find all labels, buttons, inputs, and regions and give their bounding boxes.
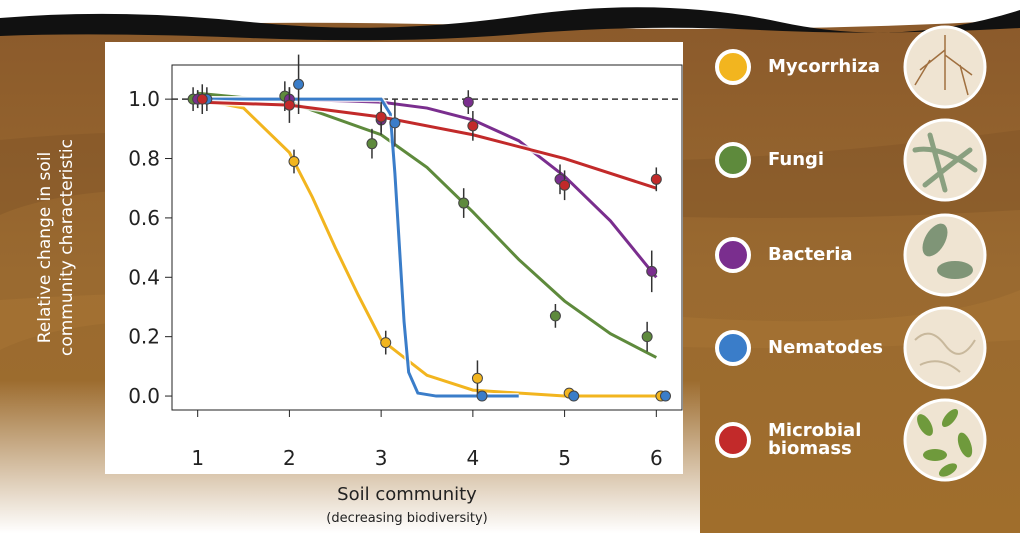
data-point xyxy=(288,155,300,167)
x-axis-sublabel: (decreasing biodiversity) xyxy=(326,511,487,526)
y-tick-label: 0.6 xyxy=(128,206,160,230)
y-tick-label: 0.4 xyxy=(128,265,160,289)
legend-marker xyxy=(715,142,751,178)
data-point xyxy=(389,117,401,129)
y-axis-label: Relative change in soil xyxy=(35,152,55,344)
icon-roots xyxy=(914,35,973,96)
y-tick-label: 0.8 xyxy=(128,147,160,171)
data-point xyxy=(380,337,392,349)
legend-label: Fungi xyxy=(768,149,825,170)
icon-nematodes xyxy=(903,306,987,390)
legend-label: Bacteria xyxy=(768,244,853,265)
data-point xyxy=(467,120,479,132)
data-point xyxy=(293,78,305,90)
x-tick-label: 6 xyxy=(650,446,663,470)
data-point xyxy=(458,197,470,209)
data-point xyxy=(366,138,378,150)
data-point xyxy=(375,111,387,123)
data-point xyxy=(641,331,653,343)
y-tick-label: 1.0 xyxy=(128,87,160,111)
icon-hyphae xyxy=(912,132,978,193)
x-tick-label: 5 xyxy=(558,446,571,470)
data-point xyxy=(650,173,662,185)
data-point xyxy=(471,372,483,384)
topsoil-band xyxy=(0,7,1020,41)
legend-label: Microbial biomass xyxy=(768,420,862,459)
fit-curve xyxy=(197,97,519,398)
legend-marker xyxy=(715,422,751,458)
legend-label: Mycorrhiza xyxy=(768,56,881,77)
icon-fungi xyxy=(903,118,987,202)
data-point xyxy=(659,390,671,402)
data-point xyxy=(283,99,295,111)
data-point xyxy=(476,390,488,402)
fit-curve xyxy=(197,100,657,190)
legend-marker xyxy=(715,330,751,366)
data-point xyxy=(462,96,474,108)
data-point xyxy=(568,390,580,402)
icon-cell xyxy=(937,261,973,279)
legend-marker xyxy=(715,237,751,273)
icons xyxy=(903,25,987,482)
data-point xyxy=(559,179,571,191)
x-axis-label: Soil community xyxy=(337,484,477,505)
y-tick-label: 0.2 xyxy=(128,325,160,349)
plot-frame xyxy=(171,64,683,411)
icon-worms xyxy=(914,332,976,373)
x-tick-label: 4 xyxy=(466,446,479,470)
x-tick-label: 1 xyxy=(191,446,204,470)
fit-curve xyxy=(197,97,657,398)
icon-cell xyxy=(922,223,948,257)
x-tick-label: 2 xyxy=(283,446,296,470)
icon-blobs xyxy=(917,408,973,477)
legend-label: Nematodes xyxy=(768,337,883,358)
legend-marker xyxy=(715,49,751,85)
y-axis-label: community characteristic xyxy=(57,139,77,356)
data-point xyxy=(549,310,561,322)
data-point xyxy=(646,265,658,277)
fit-curve xyxy=(197,91,658,359)
y-tick-label: 0.0 xyxy=(128,384,160,408)
x-tick-label: 3 xyxy=(375,446,388,470)
plot-panel xyxy=(105,42,683,474)
data-point xyxy=(196,93,208,105)
